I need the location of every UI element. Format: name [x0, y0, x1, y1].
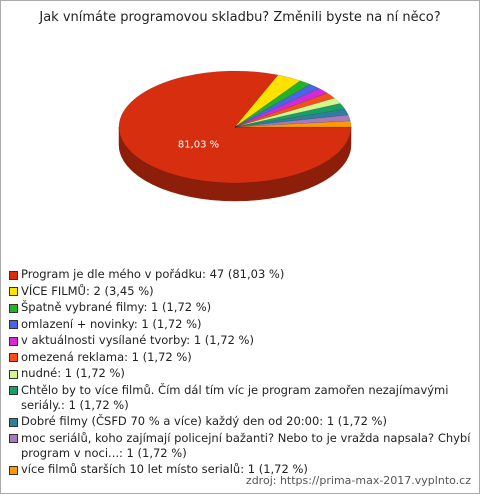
legend-label: moc seriálů, koho zajímají policejní baž… — [21, 430, 471, 460]
legend-label: Dobré filmy (ČSFD 70 % a více) každý den… — [21, 414, 387, 428]
pie-slice — [234, 114, 351, 128]
legend-swatch — [9, 369, 18, 379]
legend-item: VÍCE FILMŮ: 2 (3,45 %) — [9, 284, 471, 299]
pie-slice — [234, 108, 349, 128]
pie-slice — [234, 92, 335, 128]
legend-swatch — [9, 417, 18, 427]
legend-label: nudné: 1 (1,72 %) — [21, 366, 125, 380]
legend-label: Program je dle mého v pořádku: 47 (81,03… — [21, 267, 285, 281]
slice-label: 81,03 % — [178, 139, 219, 150]
legend-item: více filmů starších 10 let místo serialů… — [9, 462, 471, 477]
pie-area: 81,03 % — [118, 70, 352, 202]
legend-swatch — [9, 353, 18, 362]
pie-slice — [234, 120, 352, 128]
legend-label: v aktuálnosti vysílané tvorby: 1 (1,72 %… — [21, 333, 254, 347]
legend-item: nudné: 1 (1,72 %) — [9, 366, 471, 381]
pie-slice — [234, 97, 341, 128]
legend-swatch — [9, 465, 18, 475]
legend-swatch — [9, 320, 18, 329]
source: zdroj: https://prima-max-2017.vyplnto.cz — [245, 474, 471, 487]
legend-item: omlazení + novinky: 1 (1,72 %) — [9, 317, 471, 332]
legend-swatch — [9, 303, 18, 313]
legend-swatch — [9, 287, 18, 296]
legend-item: omezená reklama: 1 (1,72 %) — [9, 350, 471, 365]
legend-label: Špatně vybrané filmy: 1 (1,72 %) — [21, 300, 212, 314]
legend-item: Špatně vybrané filmy: 1 (1,72 %) — [9, 300, 471, 315]
legend-swatch — [9, 386, 18, 395]
legend-swatch — [9, 336, 18, 346]
legend-item: v aktuálnosti vysílané tvorby: 1 (1,72 %… — [9, 333, 471, 348]
legend-item: Dobré filmy (ČSFD 70 % a více) každý den… — [9, 414, 471, 429]
legend-label: více filmů starších 10 let místo serialů… — [21, 462, 308, 476]
pie-slice — [234, 80, 311, 128]
legend-label: omezená reklama: 1 (1,72 %) — [21, 349, 192, 364]
pie-slice — [234, 103, 346, 128]
legend-label: VÍCE FILMŮ: 2 (3,45 %) — [21, 283, 154, 298]
legend: Program je dle mého v pořádku: 47 (81,03… — [9, 267, 471, 479]
pie-slice — [118, 70, 352, 184]
legend-swatch — [9, 434, 18, 443]
pie-slice — [234, 84, 320, 128]
pie-slice — [234, 88, 328, 128]
chart-title: Jak vnímáte programovou skladbu? Změnili… — [39, 10, 441, 25]
pie-slice — [234, 74, 301, 128]
legend-item: moc seriálů, koho zajímají policejní baž… — [9, 431, 471, 461]
legend-label: Chtělo by to více filmů. Čím dál tím víc… — [21, 382, 449, 412]
legend-label: omlazení + novinky: 1 (1,72 %) — [21, 316, 202, 331]
legend-item: Program je dle mého v pořádku: 47 (81,03… — [9, 267, 471, 282]
legend-swatch — [9, 270, 18, 280]
legend-item: Chtělo by to více filmů. Čím dál tím víc… — [9, 383, 471, 413]
